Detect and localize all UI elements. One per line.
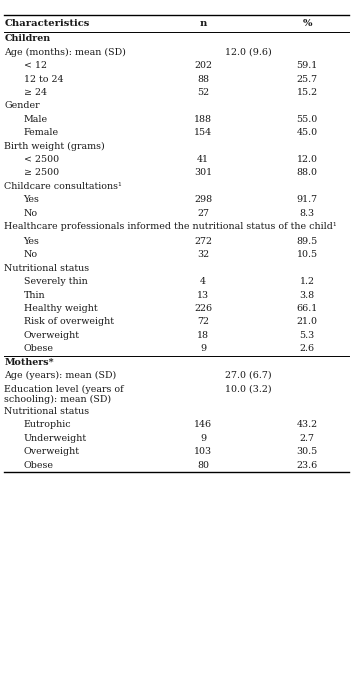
Text: 41: 41 [197, 155, 209, 164]
Text: Severely thin: Severely thin [24, 277, 88, 286]
Text: 21.0: 21.0 [297, 317, 318, 326]
Text: 272: 272 [194, 237, 212, 246]
Text: 146: 146 [194, 420, 212, 429]
Text: Obese: Obese [24, 460, 54, 470]
Text: ≥ 24: ≥ 24 [24, 88, 47, 97]
Text: 202: 202 [194, 61, 212, 70]
Text: Obese: Obese [24, 344, 54, 353]
Text: Overweight: Overweight [24, 330, 80, 340]
Text: 43.2: 43.2 [297, 420, 318, 429]
Text: ≥ 2500: ≥ 2500 [24, 168, 59, 177]
Text: < 12: < 12 [24, 61, 47, 70]
Text: Eutrophic: Eutrophic [24, 420, 71, 429]
Text: Childcare consultations¹: Childcare consultations¹ [4, 181, 122, 191]
Text: Underweight: Underweight [24, 433, 87, 443]
Text: Healthy weight: Healthy weight [24, 304, 97, 313]
Text: Thin: Thin [24, 291, 45, 300]
Text: 103: 103 [194, 447, 212, 456]
Text: 10.5: 10.5 [297, 250, 318, 260]
Text: < 2500: < 2500 [24, 155, 59, 164]
Text: 8.3: 8.3 [300, 208, 315, 218]
Text: 188: 188 [194, 115, 212, 124]
Text: 10.0 (3.2): 10.0 (3.2) [225, 384, 271, 394]
Text: Gender: Gender [4, 101, 40, 111]
Text: 2.6: 2.6 [300, 344, 315, 353]
Text: 66.1: 66.1 [297, 304, 318, 313]
Text: 25.7: 25.7 [297, 74, 318, 84]
Text: 3.8: 3.8 [300, 291, 315, 300]
Text: Healthcare professionals informed the nutritional status of the child¹: Healthcare professionals informed the nu… [4, 222, 337, 231]
Text: Age (months): mean (SD): Age (months): mean (SD) [4, 47, 126, 57]
Text: 27: 27 [197, 208, 209, 218]
Text: 45.0: 45.0 [297, 128, 318, 137]
Text: 154: 154 [194, 128, 212, 137]
Text: 13: 13 [197, 291, 209, 300]
Text: 23.6: 23.6 [297, 460, 318, 470]
Text: 298: 298 [194, 195, 212, 204]
Text: 18: 18 [197, 330, 209, 340]
Text: 226: 226 [194, 304, 212, 313]
Text: 80: 80 [197, 460, 209, 470]
Text: Age (years): mean (SD): Age (years): mean (SD) [4, 371, 116, 380]
Text: Mothers*: Mothers* [4, 357, 54, 367]
Text: Nutritional status: Nutritional status [4, 407, 89, 416]
Text: No: No [24, 250, 38, 260]
Text: 9: 9 [200, 433, 206, 443]
Text: 91.7: 91.7 [297, 195, 318, 204]
Text: 88.0: 88.0 [297, 168, 318, 177]
Text: Male: Male [24, 115, 48, 124]
Text: 89.5: 89.5 [297, 237, 318, 246]
Text: %: % [303, 19, 312, 28]
Text: Overweight: Overweight [24, 447, 80, 456]
Text: 32: 32 [197, 250, 209, 260]
Text: Nutritional status: Nutritional status [4, 264, 89, 273]
Text: 30.5: 30.5 [297, 447, 318, 456]
Text: n: n [199, 19, 207, 28]
Text: 52: 52 [197, 88, 209, 97]
Text: No: No [24, 208, 38, 218]
Text: 9: 9 [200, 344, 206, 353]
Text: Education level (years of
schooling): mean (SD): Education level (years of schooling): me… [4, 384, 124, 404]
Text: 5.3: 5.3 [299, 330, 315, 340]
Text: 88: 88 [197, 74, 209, 84]
Text: Risk of overweight: Risk of overweight [24, 317, 114, 326]
Text: 15.2: 15.2 [297, 88, 318, 97]
Text: 2.7: 2.7 [300, 433, 315, 443]
Text: Female: Female [24, 128, 59, 137]
Text: Characteristics: Characteristics [4, 19, 90, 28]
Text: 12 to 24: 12 to 24 [24, 74, 63, 84]
Text: Birth weight (grams): Birth weight (grams) [4, 142, 105, 150]
Text: Children: Children [4, 34, 50, 43]
Text: 72: 72 [197, 317, 209, 326]
Text: 27.0 (6.7): 27.0 (6.7) [225, 371, 271, 380]
Text: 4: 4 [200, 277, 206, 286]
Text: Yes: Yes [24, 237, 40, 246]
Text: 12.0: 12.0 [297, 155, 318, 164]
Text: 59.1: 59.1 [297, 61, 318, 70]
Text: 1.2: 1.2 [300, 277, 315, 286]
Text: 301: 301 [194, 168, 212, 177]
Text: 55.0: 55.0 [297, 115, 318, 124]
Text: Yes: Yes [24, 195, 40, 204]
Text: 12.0 (9.6): 12.0 (9.6) [225, 47, 271, 57]
